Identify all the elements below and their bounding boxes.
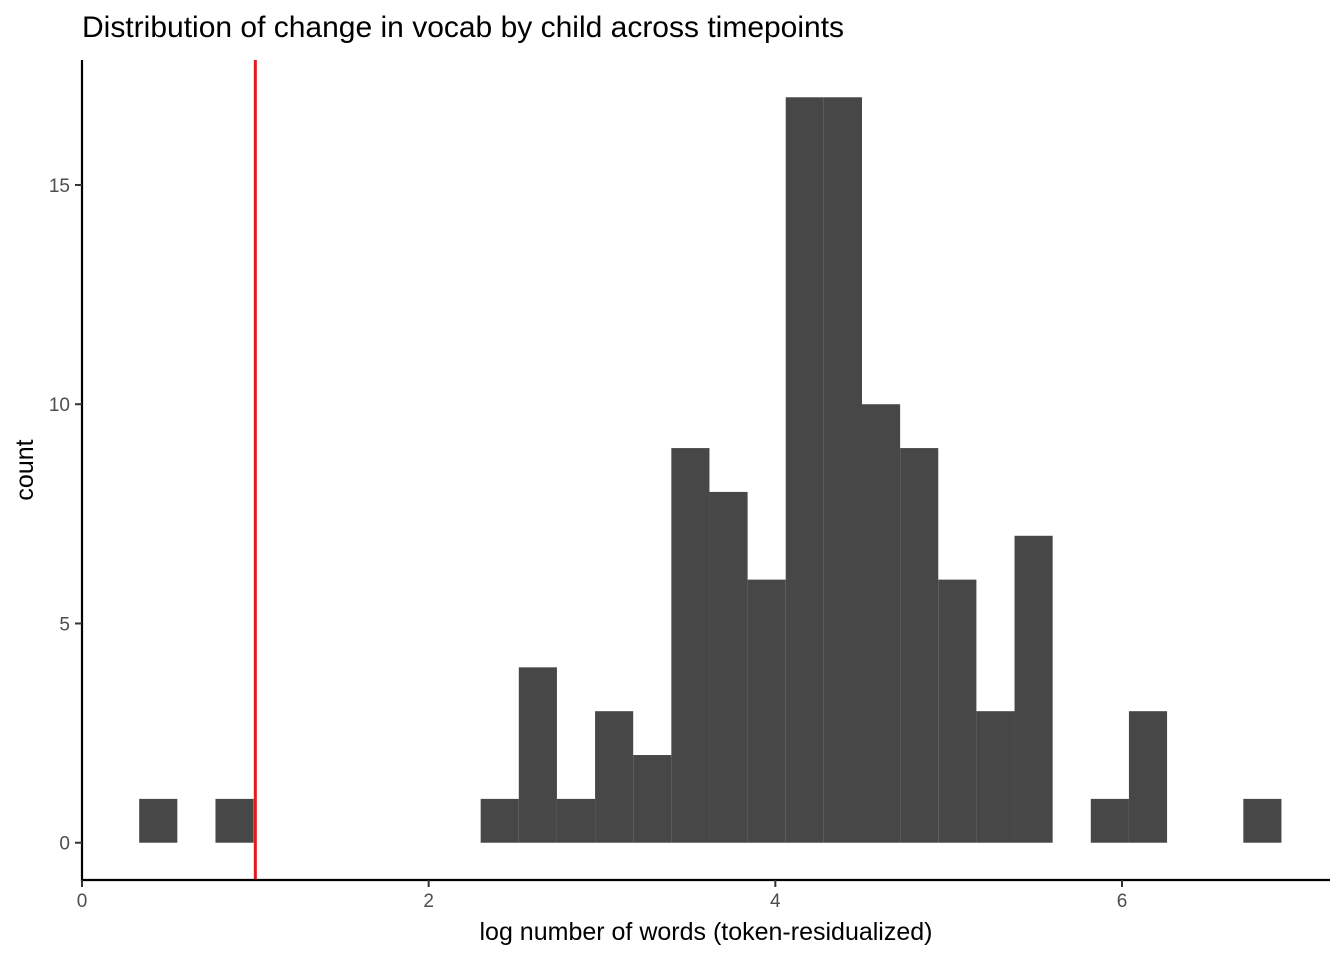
x-tick-label: 0 bbox=[77, 891, 88, 912]
y-axis-ticks: 0 5 10 15 bbox=[49, 176, 82, 855]
histogram-bar bbox=[900, 448, 939, 843]
histogram-bar bbox=[709, 491, 748, 843]
histogram-bar bbox=[595, 711, 634, 843]
histogram-bar bbox=[1128, 711, 1168, 843]
histogram-bar bbox=[633, 755, 672, 843]
histogram-bar bbox=[976, 711, 1015, 843]
histogram-bar bbox=[1090, 798, 1129, 843]
histogram-bar bbox=[518, 667, 557, 843]
histogram-bar bbox=[215, 798, 254, 843]
histogram-bar bbox=[556, 798, 596, 843]
y-tick-label: 5 bbox=[59, 614, 70, 635]
histogram-bar bbox=[480, 798, 519, 843]
chart-title: Distribution of change in vocab by child… bbox=[82, 11, 844, 44]
x-tick-label: 2 bbox=[423, 891, 434, 912]
histogram-bar bbox=[823, 97, 862, 843]
histogram-bar bbox=[938, 579, 977, 843]
histogram-bar bbox=[139, 798, 178, 843]
histogram-bar bbox=[1014, 535, 1053, 843]
histogram-bar bbox=[747, 579, 786, 843]
y-tick-label: 0 bbox=[59, 834, 70, 855]
histogram-bar bbox=[785, 97, 824, 843]
bars-group bbox=[139, 97, 1282, 843]
x-axis-ticks: 0 2 4 6 bbox=[77, 880, 1128, 912]
x-axis-title: log number of words (token-residualized) bbox=[480, 918, 933, 946]
histogram-bar bbox=[862, 404, 901, 843]
y-tick-label: 15 bbox=[49, 176, 70, 197]
y-tick-label: 10 bbox=[49, 395, 70, 416]
y-axis-title: count bbox=[11, 439, 39, 500]
x-tick-label: 4 bbox=[770, 891, 781, 912]
histogram-bar bbox=[671, 448, 710, 843]
histogram-bar bbox=[1243, 798, 1282, 843]
x-tick-label: 6 bbox=[1117, 891, 1128, 912]
